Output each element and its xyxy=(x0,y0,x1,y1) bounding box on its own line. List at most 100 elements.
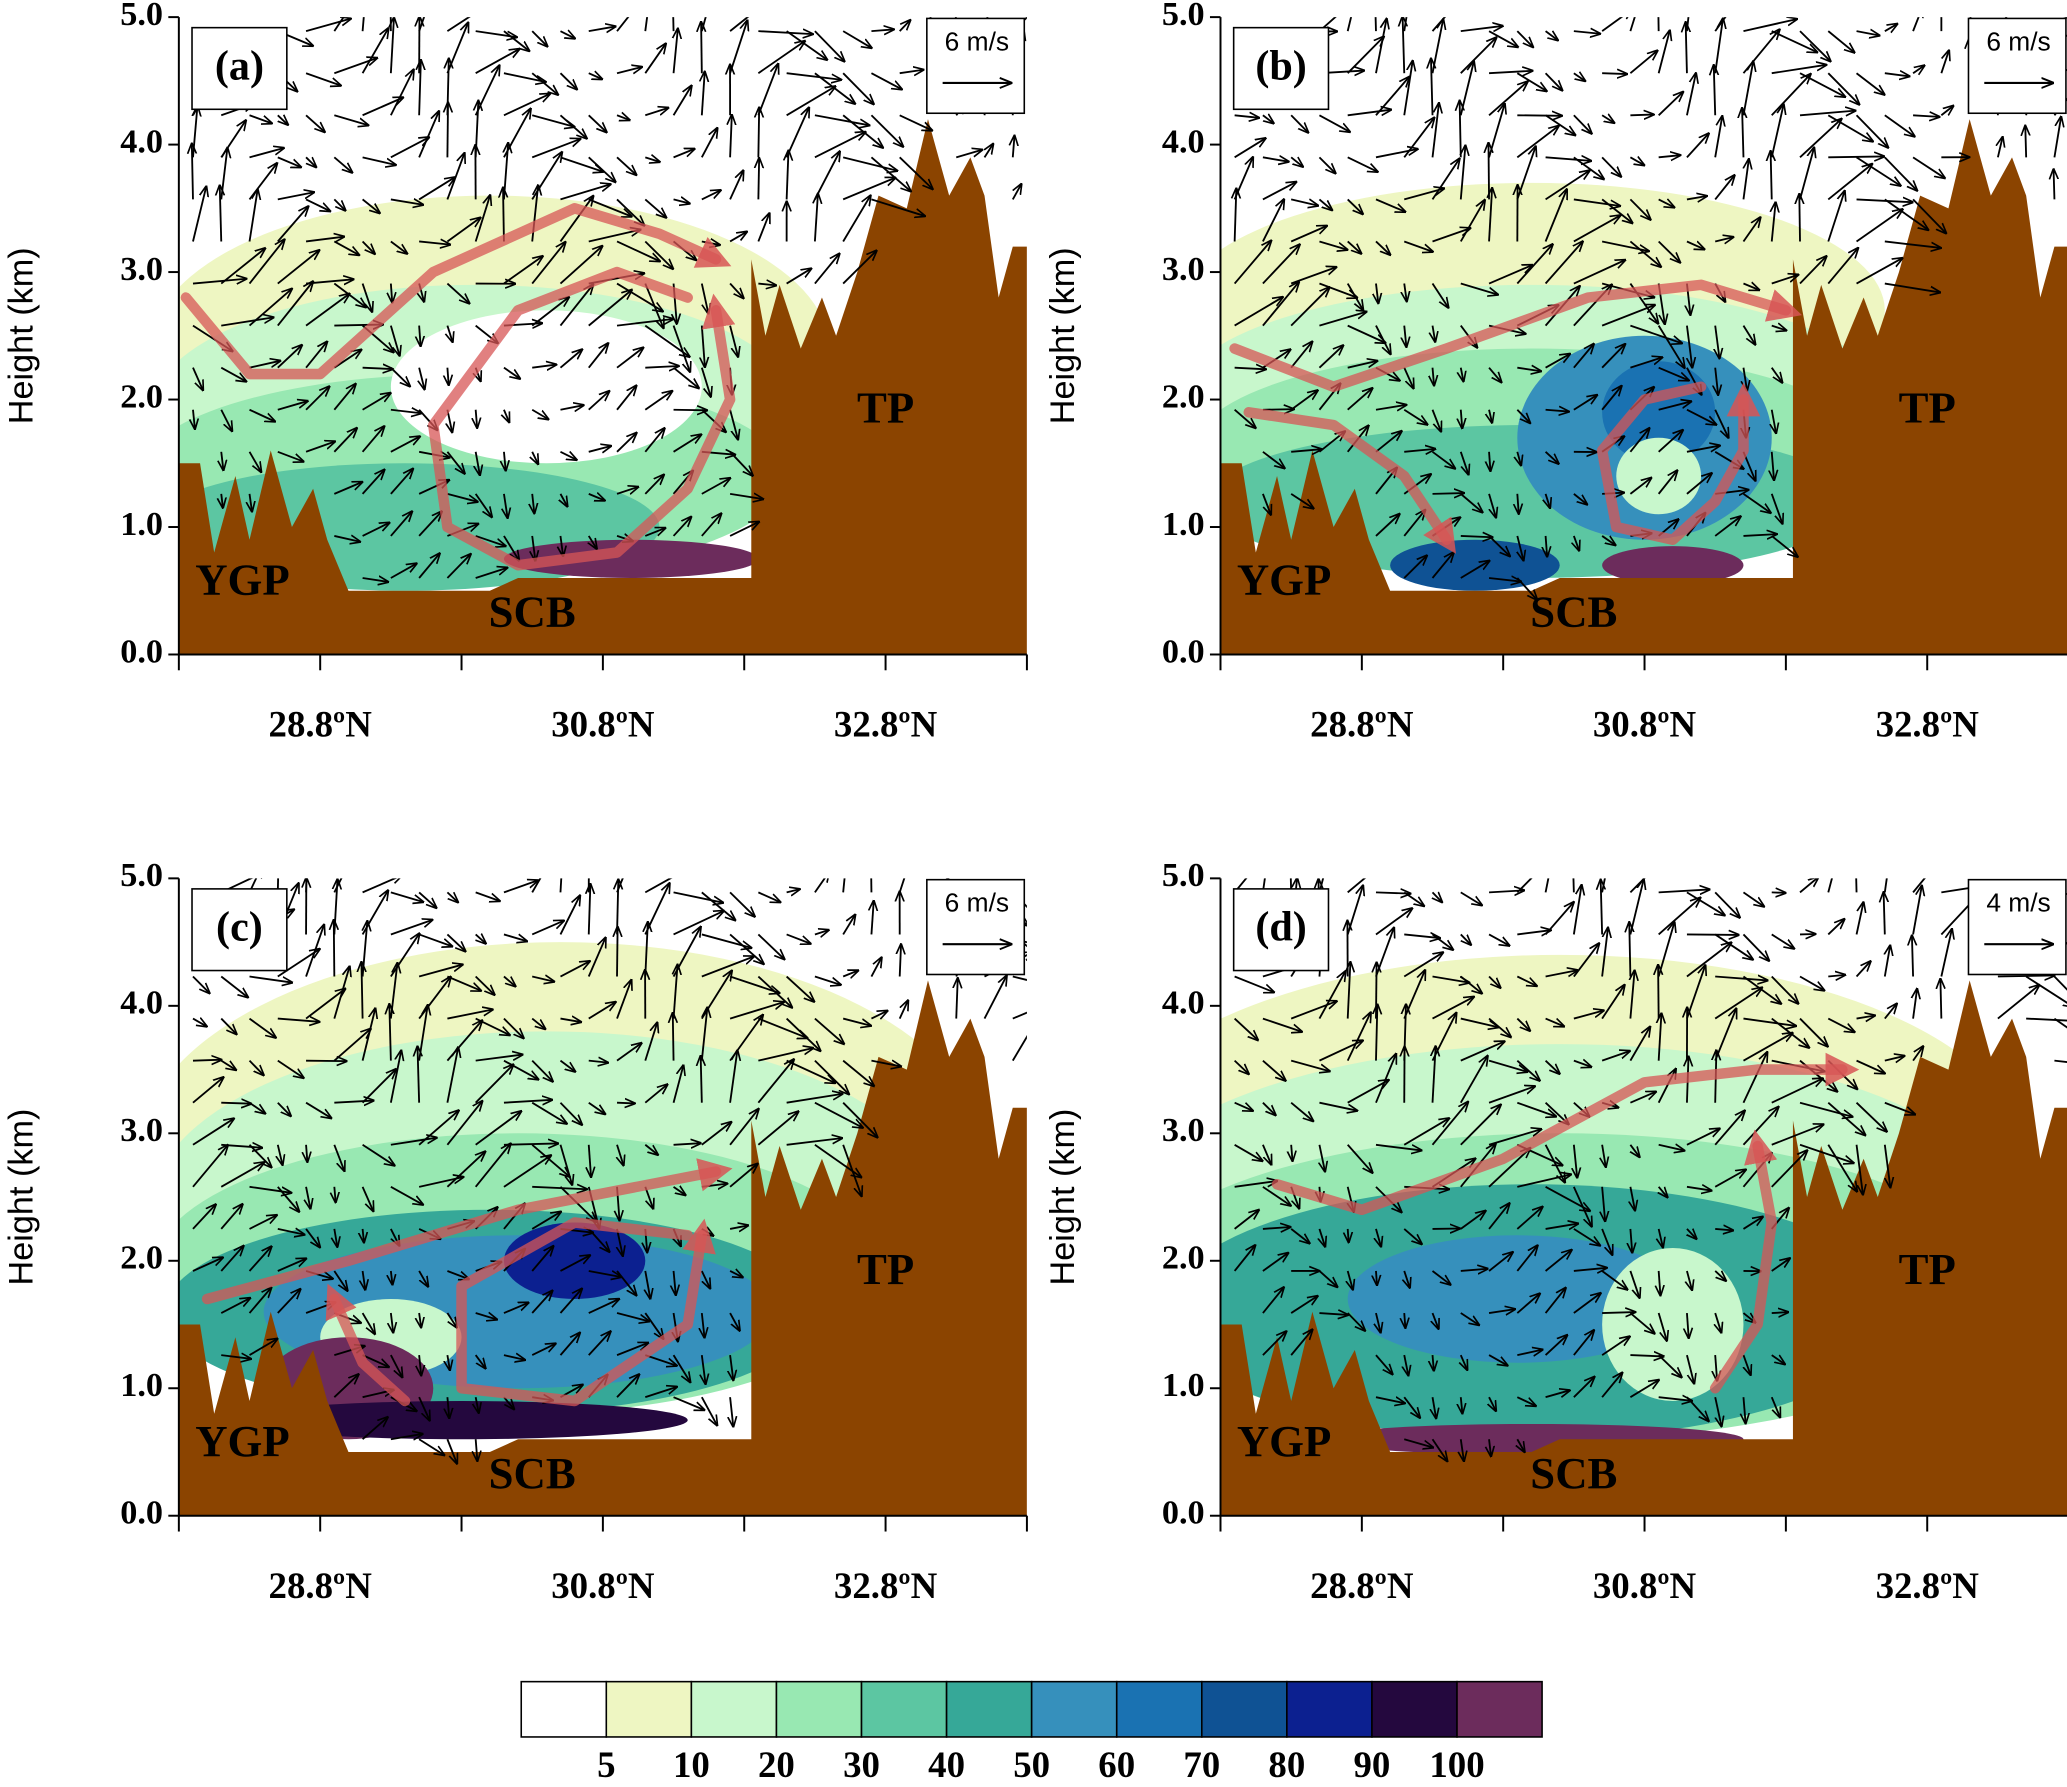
humidity-field xyxy=(1602,1248,1744,1401)
region-label: SCB xyxy=(1530,587,1617,637)
wind-vector xyxy=(616,156,636,175)
wind-vector xyxy=(729,17,750,32)
wind-vector xyxy=(192,1258,223,1272)
wind-vector xyxy=(1884,114,1915,136)
wind-vector xyxy=(474,493,492,517)
wind-vector xyxy=(1573,31,1600,34)
wind-vector xyxy=(1601,17,1632,32)
wind-vector xyxy=(1855,902,1864,935)
wind-vector xyxy=(1629,17,1636,32)
wind-vector xyxy=(503,366,520,379)
wind-vector xyxy=(672,517,692,537)
wind-vector xyxy=(616,17,630,32)
wind-vector xyxy=(1658,366,1689,381)
wind-vector xyxy=(1489,451,1490,471)
wind-vector xyxy=(1573,1186,1592,1227)
region-label: TP xyxy=(857,383,914,433)
wind-vector xyxy=(702,1312,705,1337)
wind-vector xyxy=(1318,114,1349,132)
wind-vector xyxy=(277,1019,320,1022)
wind-vector xyxy=(220,1017,236,1035)
wind-vector xyxy=(1290,342,1312,369)
wind-vector xyxy=(447,1009,492,1020)
x-tick-label: 32.8ºN xyxy=(834,1565,938,1606)
wind-vector xyxy=(1629,922,1630,977)
region-label: TP xyxy=(857,1244,914,1294)
wind-vector xyxy=(1346,283,1363,310)
wind-vector xyxy=(390,512,412,537)
y-axis-title: Height (km) xyxy=(1044,247,1082,424)
wind-vector xyxy=(1262,1227,1290,1229)
wind-vector xyxy=(701,1056,702,1103)
wind-vector xyxy=(277,281,313,327)
wind-vector xyxy=(474,1144,511,1188)
wind-vector xyxy=(1460,26,1503,31)
wind-vector xyxy=(616,1374,639,1398)
panel-label-box xyxy=(1232,888,1330,972)
wind-vector xyxy=(702,1354,706,1384)
wind-vector xyxy=(1545,157,1591,161)
wind-vector xyxy=(1856,199,1913,202)
y-tick-label: 5.0 xyxy=(1162,856,1205,894)
wind-vector xyxy=(1262,1017,1302,1032)
wind-vector xyxy=(390,137,429,159)
wind-vector xyxy=(1461,146,1466,200)
wind-vector xyxy=(1856,1016,1875,1019)
wind-vector xyxy=(814,114,869,125)
y-tick-label: 2.0 xyxy=(120,377,163,415)
wind-vector xyxy=(757,41,805,74)
wind-vector xyxy=(305,72,341,85)
wind-vector xyxy=(1544,902,1574,936)
wind-vector xyxy=(1319,312,1366,327)
wind-vector xyxy=(1432,975,1470,983)
wind-vector xyxy=(814,72,855,104)
wind-vector xyxy=(1290,1296,1317,1314)
wind-vector xyxy=(1799,119,1841,159)
wind-vector xyxy=(899,156,933,189)
wind-vector xyxy=(1488,535,1510,556)
wind-vector xyxy=(842,114,883,147)
wind-vector xyxy=(192,187,206,242)
wind-vector xyxy=(1432,228,1471,243)
wind-vector xyxy=(1742,108,1743,158)
wind-vector xyxy=(418,177,455,201)
wind-vector xyxy=(1827,164,1872,201)
wind-vector xyxy=(361,470,385,495)
wind-vector xyxy=(1375,928,1394,977)
wind-vector xyxy=(1404,1270,1410,1288)
wind-vector xyxy=(446,451,464,474)
wind-vector xyxy=(842,156,897,170)
wind-vector xyxy=(1658,965,1659,1019)
wind-vector xyxy=(1545,970,1578,978)
vector-reference-box xyxy=(1967,17,2067,115)
wind-vector xyxy=(870,958,881,977)
wind-vector xyxy=(1517,535,1523,560)
wind-vector xyxy=(1658,1354,1682,1377)
wind-vector xyxy=(1743,284,1759,290)
wind-vector xyxy=(362,578,388,582)
wind-vector xyxy=(1545,31,1558,40)
panel: YGP SCB TP (d) 4 m/s 0.0 1.0 2.0 3.0 4.0 5.0 28.8ºN… xyxy=(1044,856,2067,1606)
wind-vector xyxy=(730,1354,733,1380)
wind-vector xyxy=(1630,1228,1632,1253)
wind-vector xyxy=(1433,1312,1439,1329)
wind-vector xyxy=(616,433,636,453)
wind-vector xyxy=(1799,975,1824,991)
wind-vector xyxy=(616,115,630,120)
wind-vector xyxy=(1940,929,1952,977)
wind-vector xyxy=(1403,891,1424,906)
wind-vector xyxy=(786,1059,835,1083)
wind-vector xyxy=(1544,878,1550,893)
wind-vector xyxy=(786,72,842,80)
wind-vector xyxy=(1460,1211,1486,1230)
wind-vector xyxy=(1404,188,1444,201)
wind-vector xyxy=(531,1291,552,1314)
y-tick-label: 4.0 xyxy=(1162,122,1205,160)
wind-vector xyxy=(1602,1144,1606,1167)
wind-vector xyxy=(616,1103,635,1104)
wind-vector xyxy=(785,1017,821,1051)
wind-vector xyxy=(1544,1335,1568,1356)
wind-vector xyxy=(1686,473,1712,495)
wind-vector xyxy=(1488,1252,1513,1272)
